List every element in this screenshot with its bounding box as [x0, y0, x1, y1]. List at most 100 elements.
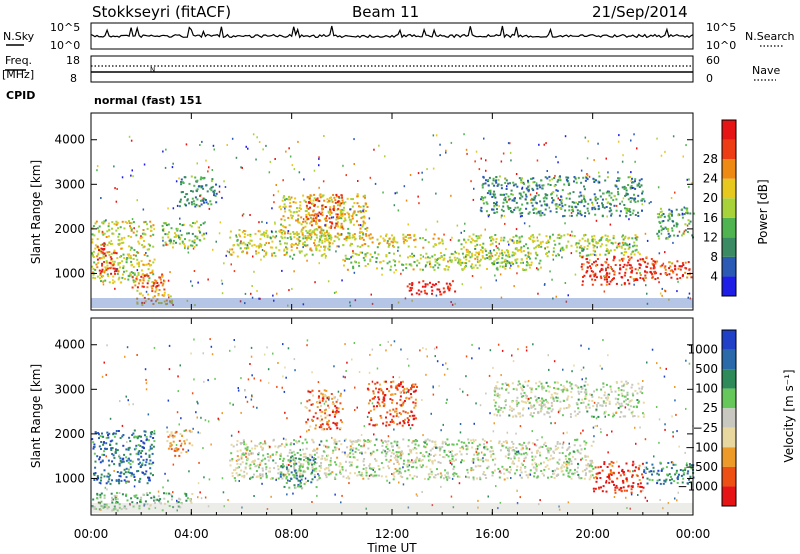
- scatter-cell: [149, 467, 152, 470]
- scatter-cell: [95, 263, 98, 266]
- scatter-cell: [632, 186, 635, 189]
- scatter-cell: [146, 248, 149, 251]
- noise-cell: [261, 220, 263, 223]
- scatter-cell: [601, 215, 604, 218]
- noise-cell: [283, 248, 286, 251]
- scatter-cell: [293, 476, 296, 479]
- scatter-cell: [111, 499, 114, 502]
- noise-cell: [500, 296, 503, 299]
- scatter-cell: [122, 253, 125, 256]
- scatter-cell: [502, 205, 505, 208]
- scatter-cell: [156, 498, 159, 501]
- scatter-cell: [300, 207, 302, 210]
- scatter-cell: [314, 233, 317, 236]
- scatter-cell: [152, 296, 155, 299]
- scatter-cell: [500, 208, 503, 211]
- scatter-cell: [116, 509, 119, 512]
- scatter-cell: [281, 466, 284, 469]
- scatter-cell: [369, 258, 372, 261]
- scatter-cell: [426, 283, 429, 286]
- scatter-cell: [622, 238, 625, 241]
- scatter-cell: [193, 202, 196, 205]
- scatter-cell: [409, 236, 412, 239]
- scatter-cell: [669, 212, 671, 215]
- scatter-cell: [161, 284, 164, 287]
- scatter-cell: [147, 293, 150, 296]
- scatter-cell: [534, 195, 537, 198]
- scatter-cell: [376, 401, 379, 404]
- scatter-cell: [396, 458, 399, 461]
- scatter-cell: [280, 223, 283, 226]
- scatter-cell: [627, 176, 630, 179]
- scatter-cell: [636, 236, 639, 239]
- colorbar-swatch: [722, 139, 736, 160]
- scatter-cell: [454, 259, 457, 262]
- scatter-cell: [313, 193, 316, 196]
- noise-cell: [555, 295, 557, 298]
- scatter-cell: [295, 231, 298, 234]
- scatter-cell: [620, 276, 623, 278]
- scatter-cell: [153, 295, 156, 298]
- scatter-cell: [516, 185, 519, 188]
- scatter-cell: [316, 212, 319, 215]
- scatter-cell: [547, 449, 550, 452]
- scatter-cell: [547, 183, 550, 186]
- scatter-cell: [236, 450, 239, 453]
- scatter-cell: [631, 266, 634, 269]
- scatter-cell: [188, 442, 191, 445]
- scatter-cell: [371, 256, 374, 258]
- noise-cell: [224, 186, 227, 188]
- scatter-cell: [115, 449, 118, 452]
- scatter-cell: [444, 441, 447, 444]
- scatter-cell: [125, 448, 128, 451]
- scatter-cell: [406, 465, 409, 468]
- scatter-cell: [388, 409, 391, 412]
- scatter-cell: [172, 440, 175, 443]
- scatter-cell: [110, 449, 113, 451]
- scatter-cell: [685, 211, 688, 214]
- scatter-cell: [554, 203, 557, 206]
- scatter-cell: [513, 462, 516, 465]
- scatter-cell: [315, 467, 318, 470]
- noise-cell: [100, 197, 102, 199]
- scatter-cell: [536, 254, 539, 257]
- scatter-cell: [466, 468, 469, 471]
- scatter-cell: [305, 421, 308, 424]
- scatter-cell: [667, 232, 670, 235]
- scatter-cell: [295, 219, 298, 222]
- scatter-cell: [421, 285, 424, 288]
- scatter-cell: [379, 414, 382, 417]
- noise-cell: [110, 239, 113, 242]
- scatter-cell: [491, 458, 494, 461]
- noise-cell: [289, 155, 292, 158]
- scatter-cell: [100, 252, 103, 255]
- noise-cell: [456, 224, 459, 227]
- scatter-cell: [319, 235, 322, 238]
- scatter-cell: [520, 258, 523, 261]
- scatter-cell: [475, 448, 478, 451]
- scatter-cell: [320, 234, 323, 237]
- scatter-cell: [409, 460, 412, 463]
- scatter-cell: [440, 293, 443, 296]
- scatter-cell: [500, 184, 503, 187]
- scatter-cell: [312, 202, 315, 205]
- scatter-cell: [495, 238, 498, 241]
- scatter-cell: [587, 261, 590, 264]
- scatter-cell: [265, 468, 268, 471]
- noise-cell: [686, 224, 689, 227]
- scatter-cell: [258, 443, 261, 446]
- scatter-cell: [448, 287, 451, 290]
- scatter-cell: [477, 253, 480, 256]
- scatter-cell: [439, 447, 442, 450]
- scatter-cell: [427, 478, 430, 481]
- scatter-cell: [202, 199, 205, 202]
- scatter-cell: [392, 244, 394, 247]
- noise-cell: [277, 190, 280, 193]
- scatter-cell: [180, 181, 183, 183]
- scatter-cell: [127, 235, 130, 237]
- noise-cell: [527, 252, 530, 255]
- scatter-cell: [336, 223, 339, 226]
- scatter-cell: [262, 442, 264, 445]
- scatter-cell: [132, 473, 135, 476]
- scatter-cell: [452, 473, 455, 476]
